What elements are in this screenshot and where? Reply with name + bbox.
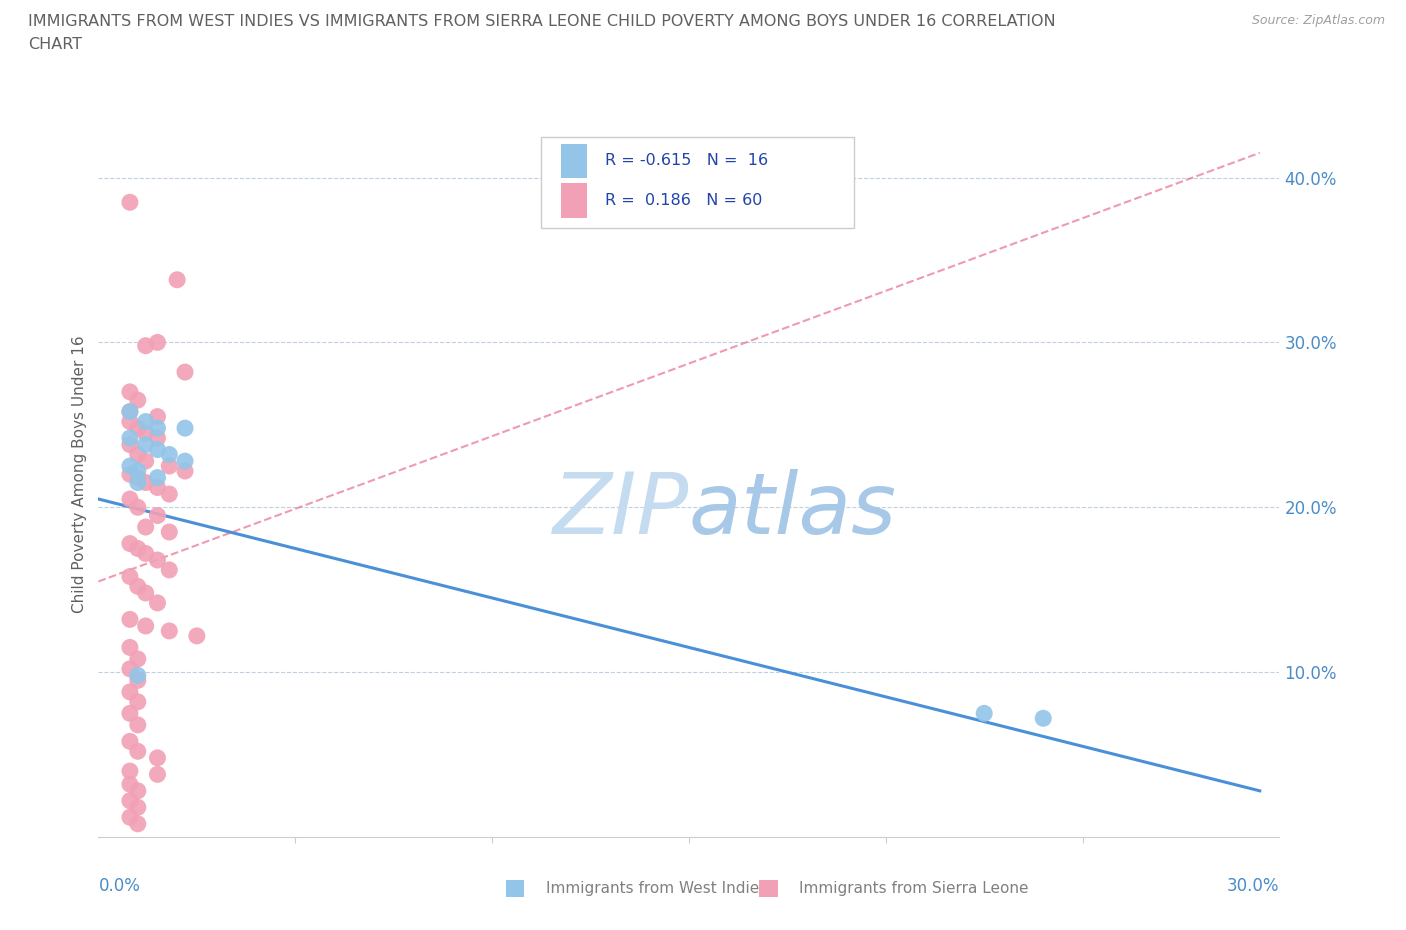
Point <box>174 365 197 379</box>
Point <box>146 751 169 765</box>
Point <box>118 437 141 452</box>
Text: Immigrants from Sierra Leone: Immigrants from Sierra Leone <box>799 881 1028 896</box>
Point <box>135 339 157 353</box>
Point <box>127 717 149 732</box>
Point <box>135 437 157 452</box>
Point <box>118 777 141 791</box>
Point <box>127 800 149 815</box>
Point <box>186 629 208 644</box>
Text: R = -0.615   N =  16: R = -0.615 N = 16 <box>605 153 768 168</box>
Point <box>127 744 149 759</box>
Point <box>118 405 141 419</box>
Point <box>146 480 169 495</box>
Point <box>135 520 157 535</box>
Point <box>127 541 149 556</box>
Point <box>174 454 197 469</box>
Point <box>127 475 149 490</box>
Point <box>118 764 141 778</box>
Point <box>146 767 169 782</box>
Point <box>146 431 169 445</box>
Point <box>118 612 141 627</box>
Point <box>118 384 141 399</box>
FancyBboxPatch shape <box>561 182 588 218</box>
Text: Source: ZipAtlas.com: Source: ZipAtlas.com <box>1251 14 1385 27</box>
Point <box>157 563 180 578</box>
Point <box>118 492 141 507</box>
Point <box>166 272 188 287</box>
Point <box>118 734 141 749</box>
Point <box>157 525 180 539</box>
Point <box>127 817 149 831</box>
Point <box>127 471 149 485</box>
Point <box>118 195 141 210</box>
Point <box>118 414 141 429</box>
Point <box>127 695 149 710</box>
FancyBboxPatch shape <box>541 137 855 228</box>
Point <box>135 454 157 469</box>
Text: atlas: atlas <box>689 469 897 552</box>
Text: CHART: CHART <box>28 37 82 52</box>
Point <box>127 420 149 435</box>
Point <box>118 405 141 419</box>
Y-axis label: Child Poverty Among Boys Under 16: Child Poverty Among Boys Under 16 <box>72 336 87 613</box>
Point <box>127 668 149 683</box>
Text: R =  0.186   N = 60: R = 0.186 N = 60 <box>605 193 762 207</box>
Point <box>118 793 141 808</box>
Point <box>135 475 157 490</box>
Point <box>174 463 197 478</box>
Point <box>146 552 169 567</box>
Point <box>146 471 169 485</box>
Point <box>146 442 169 457</box>
Point <box>118 467 141 482</box>
Point <box>118 661 141 676</box>
Point <box>135 546 157 561</box>
Point <box>127 579 149 594</box>
Point <box>1032 711 1054 725</box>
Point <box>973 706 995 721</box>
Point <box>157 458 180 473</box>
Point <box>146 420 169 435</box>
Point <box>118 431 141 445</box>
Point <box>118 640 141 655</box>
FancyBboxPatch shape <box>561 143 588 179</box>
Point <box>127 783 149 798</box>
Point <box>135 414 157 429</box>
Point <box>118 706 141 721</box>
Point <box>118 810 141 825</box>
Text: Immigrants from West Indies: Immigrants from West Indies <box>546 881 766 896</box>
Text: ZIP: ZIP <box>553 469 689 552</box>
Point <box>146 508 169 523</box>
Point <box>118 536 141 551</box>
Point <box>127 673 149 688</box>
Point <box>157 447 180 462</box>
Point <box>157 486 180 501</box>
Point <box>135 618 157 633</box>
Point <box>174 420 197 435</box>
Text: IMMIGRANTS FROM WEST INDIES VS IMMIGRANTS FROM SIERRA LEONE CHILD POVERTY AMONG : IMMIGRANTS FROM WEST INDIES VS IMMIGRANT… <box>28 14 1056 29</box>
Point <box>118 684 141 699</box>
Point <box>127 652 149 667</box>
Point <box>135 586 157 601</box>
Point <box>118 569 141 584</box>
Point <box>127 499 149 514</box>
Point <box>146 409 169 424</box>
Point <box>135 426 157 441</box>
Point <box>146 335 169 350</box>
Point <box>127 392 149 407</box>
Point <box>127 463 149 478</box>
Text: 0.0%: 0.0% <box>98 877 141 895</box>
Point <box>146 595 169 610</box>
Point <box>157 623 180 638</box>
Point <box>127 447 149 462</box>
Text: 30.0%: 30.0% <box>1227 877 1279 895</box>
Point <box>118 458 141 473</box>
